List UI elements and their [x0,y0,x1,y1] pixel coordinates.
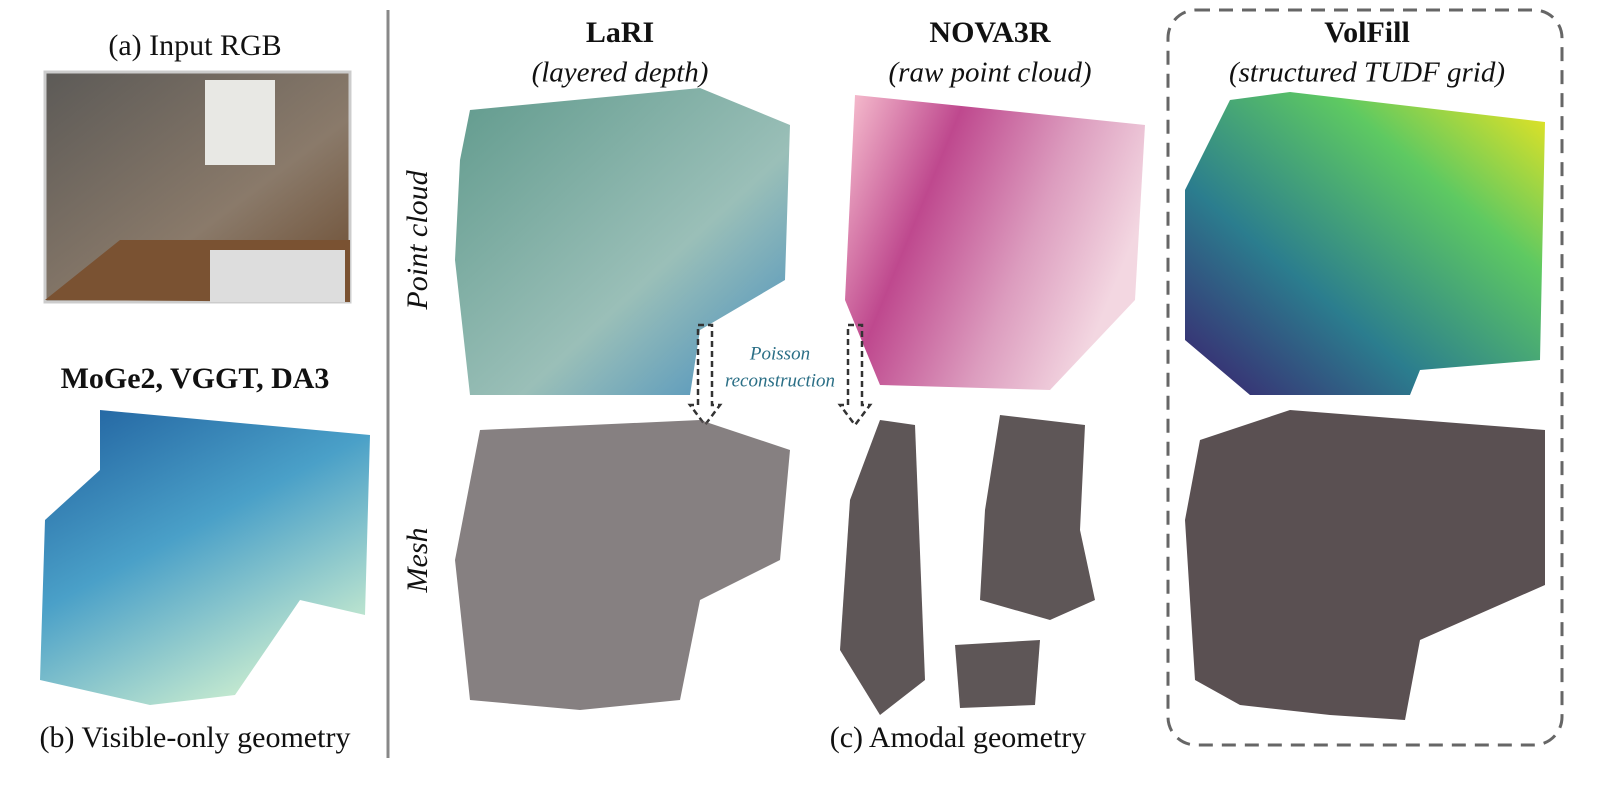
column-subtitle: (raw point cloud) [889,57,1092,89]
methods-label: MoGe2, VGGT, DA3 [61,362,330,395]
nova3r-point-cloud [845,95,1145,390]
volfill-point-cloud [1185,92,1545,395]
lari-point-cloud [455,88,790,395]
arrows [687,323,873,428]
row-label: Point cloud [401,169,434,310]
window [205,80,275,165]
annotation: reconstruction [725,370,835,391]
visible-point-cloud [40,410,370,705]
nova3r-mesh [840,415,1095,715]
column-subtitle: (structured TUDF grid) [1229,57,1505,89]
volfill-mesh [1185,410,1545,720]
column-title: LaRI [586,16,654,49]
input-caption: (a) Input RGB [108,29,281,62]
column-title: VolFill [1324,16,1410,49]
island [210,250,345,302]
highlight-box [1166,8,1564,747]
left-caption: (b) Visible-only geometry [40,721,351,754]
column-subtitle: (layered depth) [532,57,709,89]
row-label: Mesh [401,528,434,594]
lari-mesh [455,420,790,710]
column-title: NOVA3R [929,16,1050,49]
amodal-caption: (c) Amodal geometry [830,721,1087,754]
annotation: Poisson [749,343,810,364]
